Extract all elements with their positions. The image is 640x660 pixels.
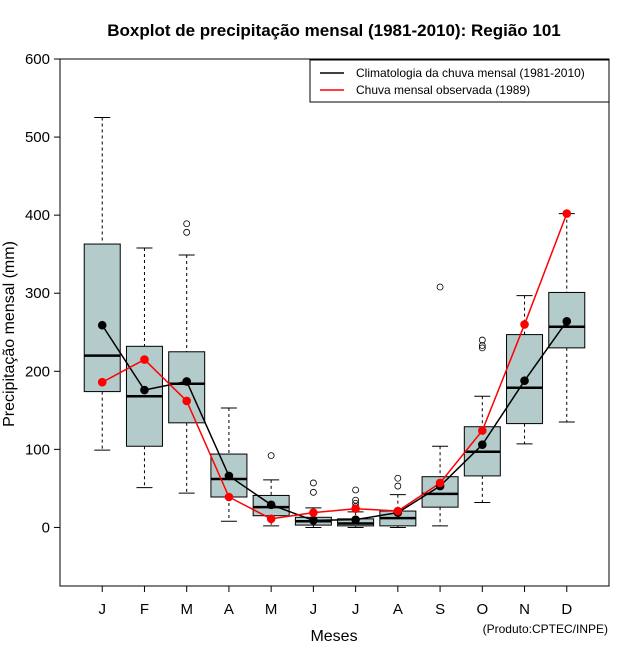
outlier-point [436,283,444,291]
x-tick-label: D [561,601,572,618]
outlier-point [478,342,486,349]
x-tick-label: O [476,601,488,618]
x-tick-label: F [140,601,149,618]
outlier-point [309,488,317,496]
box-iqr [83,243,121,393]
plot-frame [59,58,610,587]
x-tick-label: N [519,601,530,618]
x-tick-label: J [98,601,106,618]
series-point-observed [309,508,318,517]
outlier-point [267,452,275,460]
legend-box [309,59,610,103]
x-tick-label: J [352,601,360,618]
box-4 [210,407,248,522]
series-point-observed [182,396,191,406]
y-tick-label: 200 [25,363,50,380]
series-point-climatology [309,516,318,525]
series-line-observed [101,213,568,520]
box-1 [83,117,121,451]
x-tick-label: A [393,601,403,618]
box-11 [506,295,544,445]
series-point-climatology [182,377,191,386]
x-tick-label: A [224,601,234,618]
outlier-point [394,482,402,490]
outlier-point [394,474,402,482]
series-point-observed [224,492,234,502]
series-point-observed [266,514,276,524]
legend-label: Chuva mensal observada (1989) [356,83,530,97]
series-point-climatology [351,515,360,524]
y-tick-label: 400 [25,207,50,224]
series-point-climatology [140,385,149,395]
legend: Climatologia da chuva mensal (1981-2010)… [309,59,610,103]
box-10 [463,336,501,503]
series-point-climatology [97,320,107,330]
x-tick-label: M [180,601,193,618]
outlier-point [478,344,486,352]
box-3 [168,220,206,494]
series-point-observed [478,426,487,435]
outlier-point [352,486,360,494]
series-point-observed [562,209,572,218]
outlier-point [183,220,191,228]
y-tick-label: 500 [25,129,50,146]
y-tick-label: 0 [42,519,50,536]
y-tick-label: 600 [25,51,50,68]
box-iqr [168,351,206,424]
x-axis-label: Meses [310,628,357,645]
x-tick-label: J [310,601,318,618]
x-tick-label: M [265,601,278,618]
x-tick-label: S [435,601,445,618]
series-point-observed [393,506,403,516]
series-point-observed [140,355,149,364]
box-8 [379,474,417,528]
legend-label: Climatologia da chuva mensal (1981-2010) [356,66,585,80]
y-tick-label: 100 [25,441,50,458]
credit-label: (Produto:CPTEC/INPE) [483,622,608,636]
series-point-observed [97,377,107,387]
series-point-climatology [224,471,234,481]
box-2 [125,247,163,489]
series-point-observed [435,478,445,488]
outlier-point [183,228,191,236]
outlier-point [478,336,486,344]
outlier-point [352,496,360,504]
series-point-climatology [562,317,572,326]
series-point-observed [520,320,529,329]
box-9 [421,283,459,527]
chart-title: Boxplot de precipitação mensal (1981-201… [107,21,561,40]
y-tick-label: 300 [25,285,50,302]
plot-area: 0 100 200 300 400 500 600 J F M A M J J A S O N D [25,51,610,618]
y-axis-label: Precipitação mensal (mm) [1,241,18,427]
series-point-climatology [266,500,276,510]
series-line-climatology [101,320,568,522]
outlier-point [309,479,317,487]
series-point-observed [351,504,360,514]
series-point-climatology [520,376,529,385]
series-point-climatology [478,440,487,449]
